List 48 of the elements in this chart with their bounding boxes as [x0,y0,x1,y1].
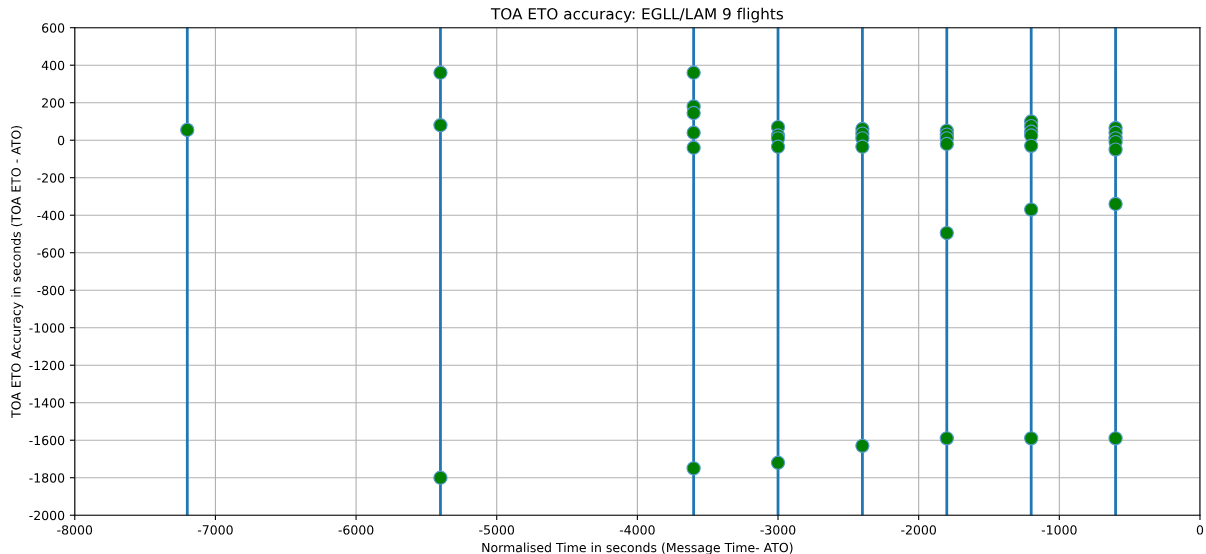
y-tick-label: 0 [57,135,65,146]
y-tick-label: 400 [41,60,65,71]
x-tick-label: -3000 [760,525,796,535]
y-tick-label: -1200 [29,360,65,371]
x-tick-label: -8000 [57,525,93,535]
x-tick-label: -1000 [1041,525,1077,535]
y-tick-label: -200 [37,173,65,183]
chart-title: TOA ETO accuracy: EGLL/LAM 9 flights [490,7,784,23]
y-axis-title: TOA ETO Accuracy in seconds (TOA ETO - ATO) [11,126,24,419]
y-tick-label: 600 [42,23,65,33]
point [686,105,701,121]
x-tick-label: -7000 [197,525,233,535]
point [770,139,786,154]
x-tick-label: -2000 [901,525,936,535]
point [1108,431,1123,446]
point [180,122,195,138]
y-tick-label: -1600 [29,435,65,446]
y-tick-label: -800 [37,285,65,296]
point [1024,431,1039,446]
point [939,136,954,152]
y-tick-label: 200 [42,98,65,108]
point [939,225,954,241]
point [1024,202,1039,217]
point [433,65,448,80]
x-tick-label: 0 [1196,525,1204,535]
point [686,461,701,476]
point [855,438,870,453]
x-axis-title: Normalised Time in seconds (Message Time- ATO) [482,542,793,554]
point [686,140,701,155]
point [939,431,954,446]
x-tick-label: -4000 [619,525,655,535]
point [1108,142,1123,157]
point [1108,196,1123,212]
x-tick-label: -5000 [479,525,515,535]
point [1024,138,1039,153]
y-tick-label: -2000 [29,510,65,521]
point [855,139,870,154]
y-tick-label: -400 [37,210,65,221]
point [686,125,701,140]
point [770,455,786,470]
y-tick-label: -1800 [29,473,65,483]
point [433,470,448,485]
x-tick-label: -6000 [338,525,374,535]
point [433,118,448,133]
y-tick-label: -1000 [29,323,65,333]
point [686,65,701,80]
y-tick-label: -600 [37,248,65,258]
y-tick-label: -1400 [29,398,65,408]
